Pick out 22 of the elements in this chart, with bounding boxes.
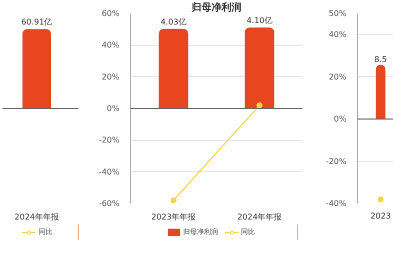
- data-label: 4.10亿: [246, 16, 272, 26]
- chart-title: 归母净利润: [190, 2, 242, 14]
- x-tick-label: 2024年年报: [14, 212, 59, 222]
- y-tick-label: -60%: [98, 199, 120, 208]
- data-label: 60.91亿: [21, 18, 52, 27]
- y-tick-label: 0%: [334, 114, 347, 124]
- data-label: 4.03亿: [160, 17, 186, 26]
- y-tick-label: 20%: [328, 72, 347, 82]
- y-tick-label: 40%: [328, 30, 347, 40]
- y-tick-label: 60%: [102, 9, 120, 18]
- y-tick-label: 40%: [102, 40, 120, 50]
- x-tick-label: 2024年年报: [237, 212, 282, 222]
- data-label: 8.5: [374, 55, 388, 64]
- y-tick-label: -20%: [98, 136, 120, 145]
- y-tick-label: 0%: [106, 104, 120, 113]
- y-tick-label: -40%: [326, 199, 347, 208]
- y-tick-label: 20%: [102, 72, 120, 82]
- x-tick-label: 2023年年报: [151, 212, 196, 222]
- y-tick-label: -20%: [326, 156, 347, 166]
- y-tick-label: -40%: [98, 167, 120, 176]
- y-tick-label: 50%: [328, 9, 347, 18]
- x-tick-label: 2023: [370, 212, 391, 220]
